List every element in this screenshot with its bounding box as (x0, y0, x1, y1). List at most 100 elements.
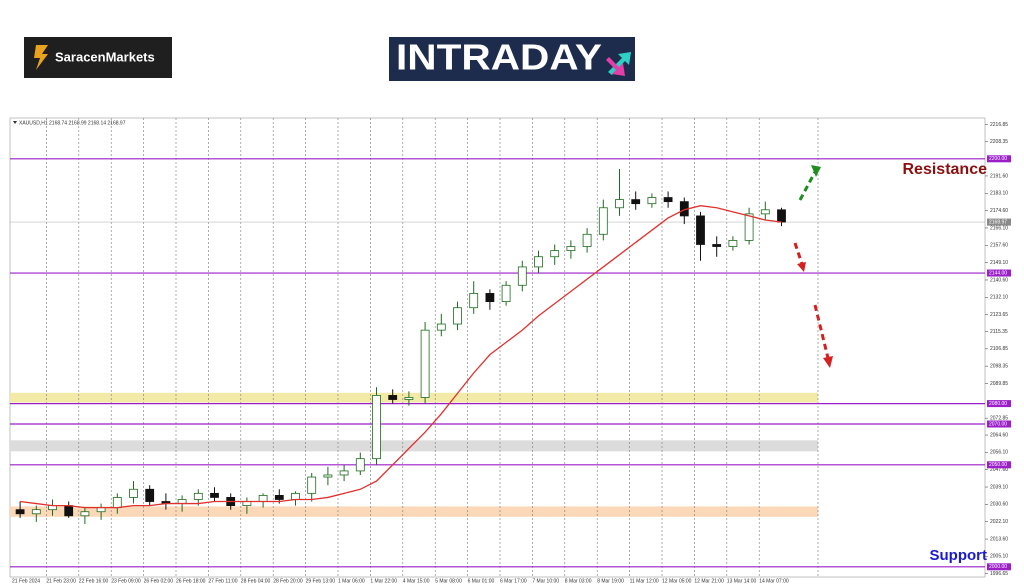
candle-body (388, 395, 398, 400)
x-tick-label: 22 Feb 16:00 (79, 578, 109, 584)
candle-body (744, 213, 754, 241)
y-tick-label: 2064.60 (990, 432, 1008, 438)
x-tick-label: 12 Mar 05:00 (662, 578, 692, 584)
y-tick-label: 2183.10 (990, 191, 1008, 197)
candle-body (436, 323, 446, 331)
level-label: 2000.00 (989, 564, 1007, 570)
candle-body (631, 199, 641, 205)
banner-box (389, 37, 635, 81)
x-tick-label: 26 Feb 02:00 (144, 578, 174, 584)
candle-body (550, 250, 560, 258)
forecast-arrows (793, 165, 833, 368)
y-tick-label: 1996.65 (990, 571, 1008, 577)
x-tick-label: 27 Feb 11:00 (208, 578, 237, 584)
x-tick-label: 6 Mar 17:00 (500, 578, 527, 584)
candle-body (15, 509, 25, 515)
zone (10, 440, 818, 452)
level-box (987, 563, 1011, 571)
candle-body (64, 505, 74, 517)
x-tick-label: 28 Feb 20:00 (273, 578, 303, 584)
banner-logo: INTRADAY (389, 37, 635, 81)
candle-body (696, 215, 705, 245)
x-tick-label: 5 Mar 08:00 (435, 578, 462, 584)
candle-body (566, 246, 576, 252)
level-label: 2050.00 (989, 462, 1007, 468)
candle-body (339, 470, 349, 476)
y-tick-label: 2191.60 (990, 173, 1008, 179)
y-tick-label: 2140.60 (990, 277, 1008, 283)
x-tick-label: 21 Feb 2024 (12, 578, 40, 584)
level-box (987, 269, 1011, 277)
x-tick-label: 8 Mar 03:00 (565, 578, 592, 584)
candle-body (145, 488, 155, 502)
arrow-up-head (811, 165, 821, 177)
candle-body (307, 476, 317, 494)
candle-body (501, 284, 511, 302)
y-tick-label: 2022.10 (990, 519, 1008, 525)
banner-arrow-down (606, 57, 625, 76)
y-tick-label: 2115.35 (990, 329, 1008, 335)
candle-body (291, 492, 300, 500)
x-tick-label: 8 Mar 19:00 (597, 578, 624, 584)
level-label: 2144.00 (989, 270, 1007, 276)
y-tick-label: 2039.10 (990, 484, 1008, 490)
x-tick-label: 29 Feb 13:00 (306, 578, 336, 584)
x-tick-label: 11 Mar 12:00 (630, 578, 659, 584)
candle-body (777, 209, 786, 223)
annotation: Resistance (903, 161, 988, 178)
candle-body (728, 239, 738, 247)
x-tick-label: 1 Mar 06:00 (338, 578, 365, 584)
symbol-marker (13, 121, 17, 124)
candle-body (112, 497, 122, 509)
candle-body (760, 209, 770, 215)
candle-body (712, 244, 722, 247)
y-tick-label: 2132.10 (990, 295, 1008, 301)
candle-body (420, 329, 430, 398)
arrow-down-line (813, 304, 830, 359)
candle-body (129, 488, 138, 498)
candle-body (258, 494, 268, 502)
x-tick-label: 13 Mar 14:00 (727, 578, 757, 584)
level-box (987, 155, 1011, 163)
arrow-down-head (823, 356, 833, 368)
candle-body (80, 511, 90, 517)
zone (10, 506, 818, 517)
y-tick-label: 2005.10 (990, 554, 1008, 560)
arrow-down-line (793, 242, 804, 265)
candle-body (323, 474, 333, 478)
candle-body (210, 492, 219, 498)
candle-body (598, 207, 608, 235)
x-tick-label: 14 Mar 07:00 (759, 578, 789, 584)
y-tick-label: 2208.35 (990, 139, 1008, 145)
last-price-label: 2168.97 (989, 219, 1007, 225)
candle-body (485, 293, 495, 303)
last-price-box (987, 218, 1011, 226)
candle-body (663, 197, 673, 203)
x-tick-label: 12 Mar 21:00 (694, 578, 724, 584)
y-tick-label: 2047.60 (990, 467, 1008, 473)
y-tick-label: 2056.10 (990, 450, 1008, 456)
candle-body (582, 233, 592, 247)
level-label: 2070.00 (989, 421, 1007, 427)
annotation: Support (930, 547, 988, 564)
x-tick-label: 26 Feb 18:00 (176, 578, 206, 584)
level-box (987, 420, 1011, 428)
banner-arrow-up (608, 52, 631, 75)
y-tick-label: 2013.60 (990, 536, 1008, 542)
x-tick-label: 6 Mar 01:00 (468, 578, 495, 584)
zone (10, 392, 818, 403)
brand-name: SaracenMarkets (55, 49, 155, 64)
x-tick-label: 4 Mar 15:00 (403, 578, 430, 584)
y-tick-label: 2098.35 (990, 363, 1008, 369)
x-tick-label: 7 Mar 10:00 (532, 578, 559, 584)
arrow-up-line (798, 171, 817, 201)
brand-icon (34, 45, 48, 70)
y-tick-label: 2030.60 (990, 502, 1008, 508)
y-tick-label: 2123.65 (990, 312, 1008, 318)
plot-frame (9, 117, 986, 578)
level-label: 2080.00 (989, 401, 1007, 407)
x-tick-label: 1 Mar 22:00 (370, 578, 397, 584)
candle-body (355, 458, 365, 472)
y-tick-label: 2106.85 (990, 346, 1008, 352)
